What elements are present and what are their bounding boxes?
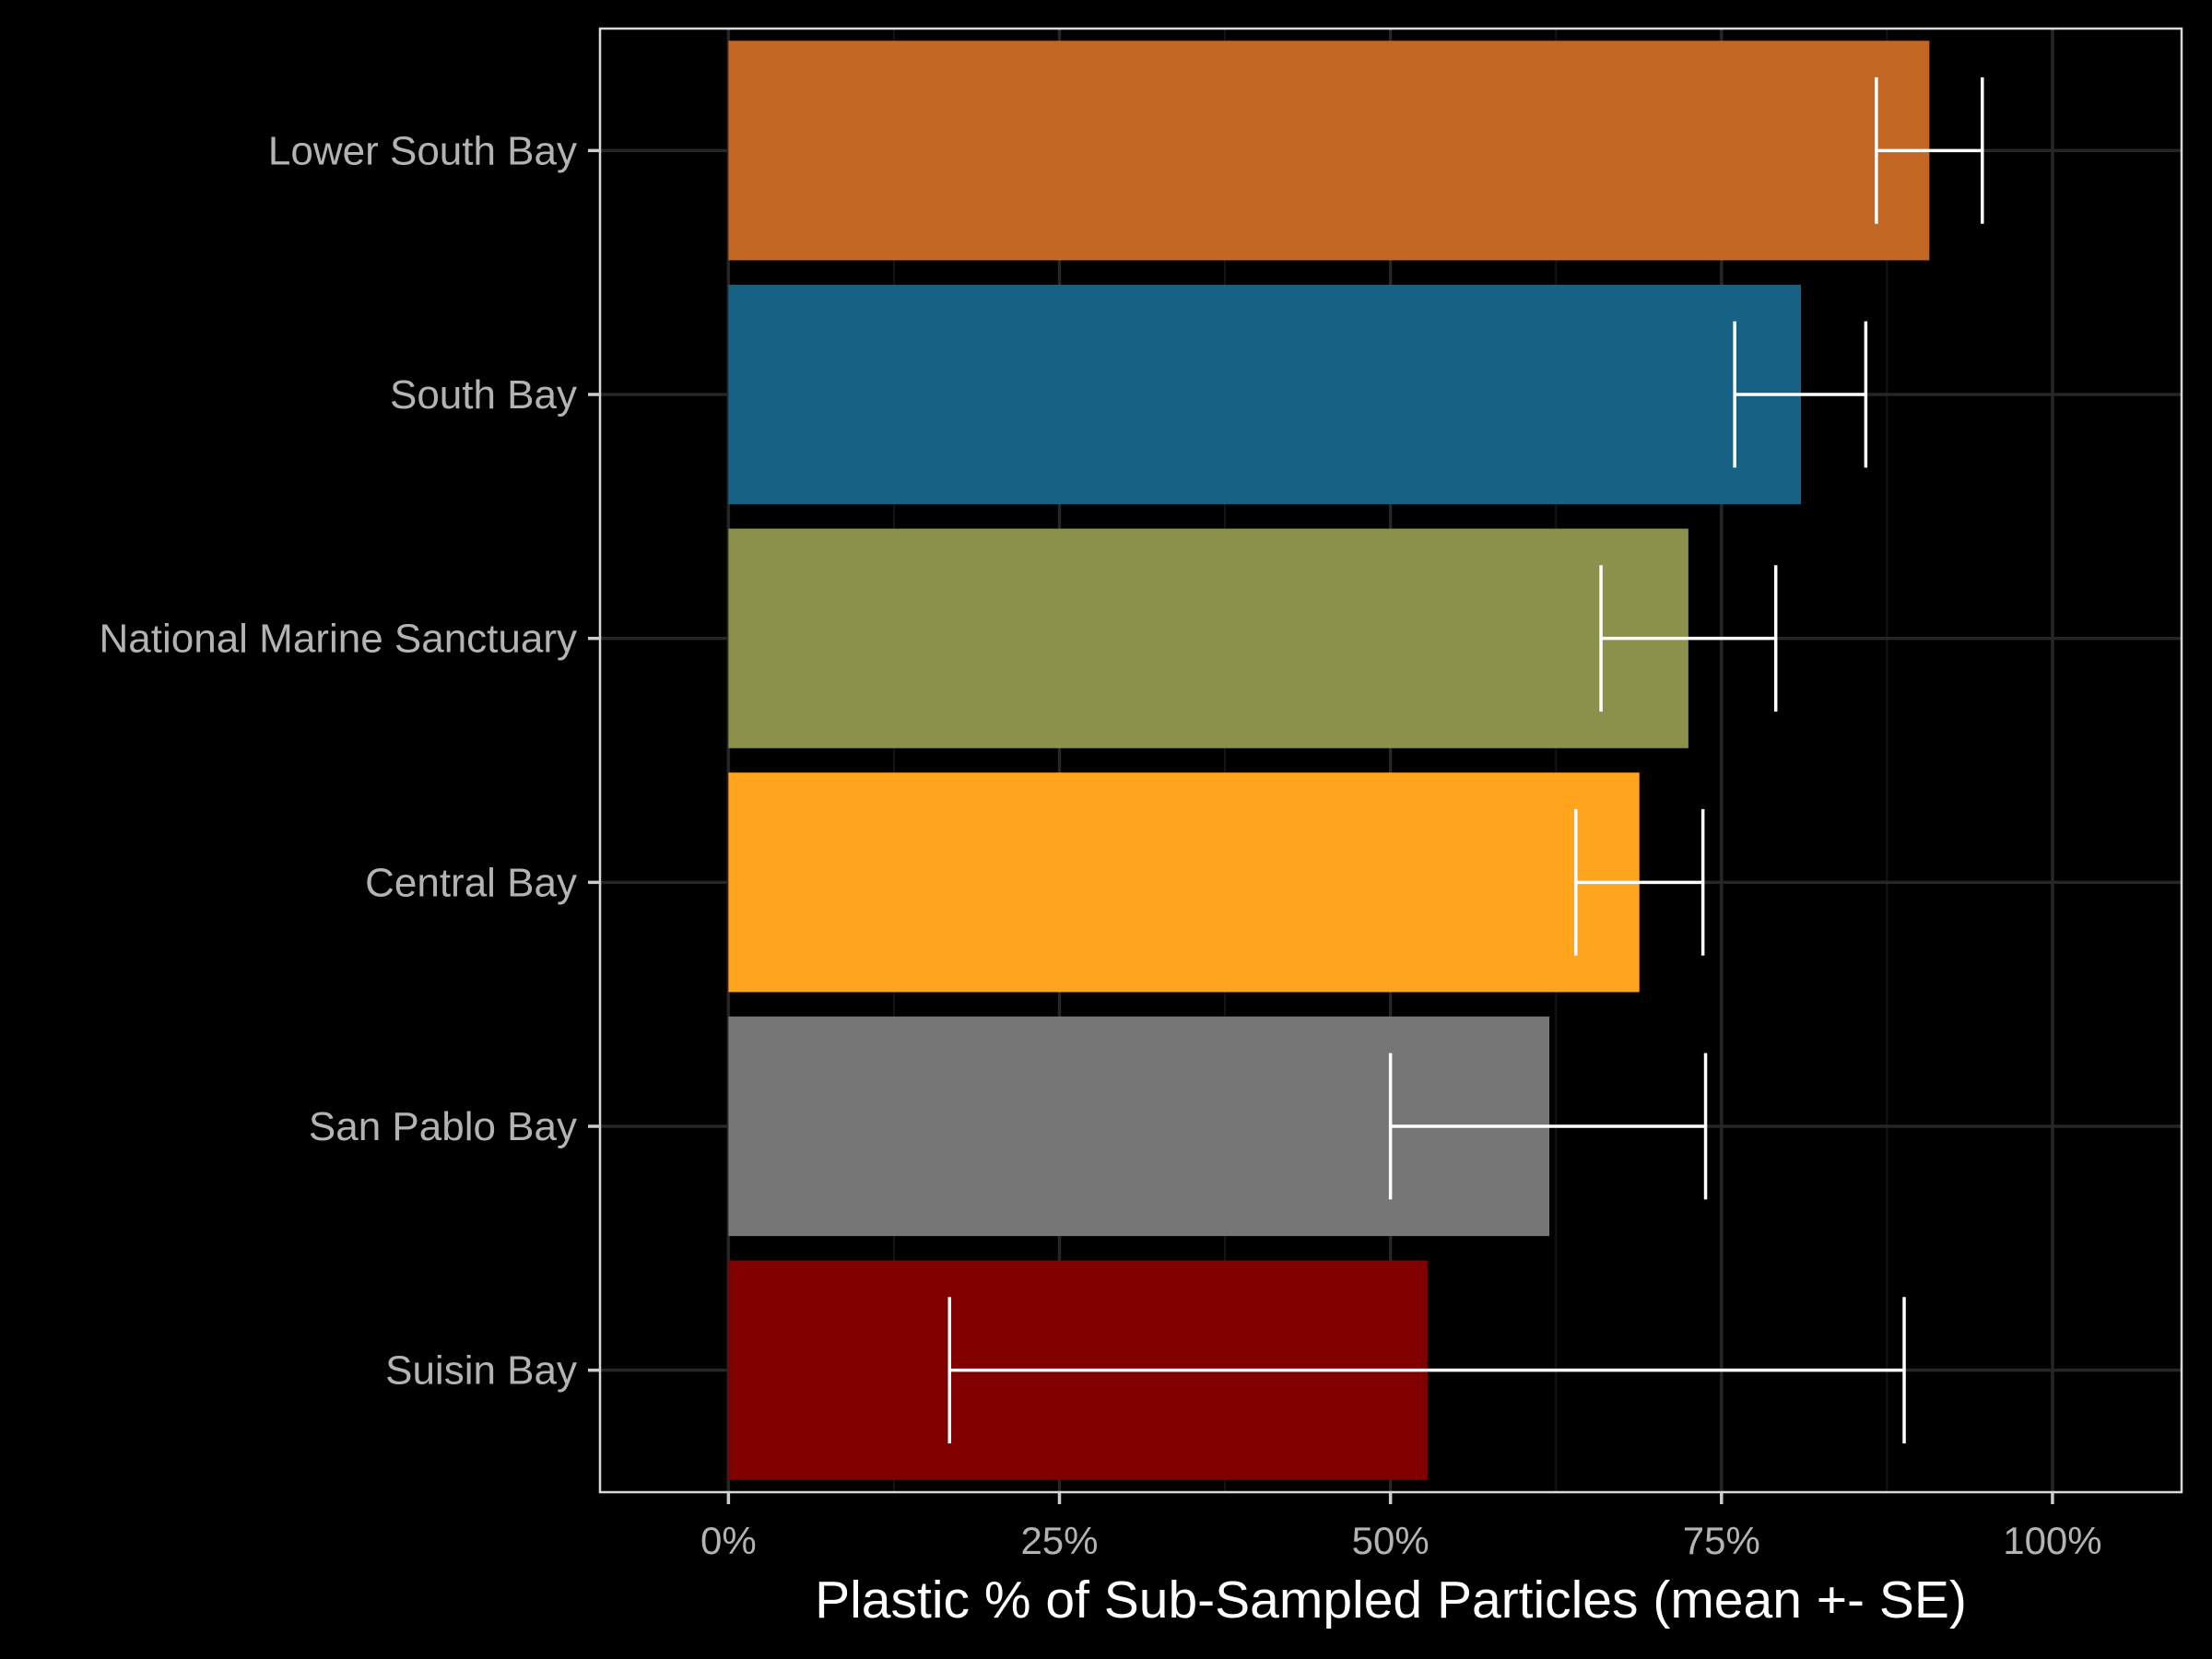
error-bar	[1599, 565, 1778, 712]
category-label: San Pablo Bay	[309, 1104, 577, 1149]
bar	[728, 772, 1640, 993]
error-bar	[1388, 1053, 1708, 1200]
bar	[728, 528, 1688, 748]
bar	[728, 284, 1801, 505]
x-tick-label: 0%	[700, 1519, 757, 1562]
category-label: Lower South Bay	[268, 128, 577, 173]
x-axis-title: Plastic % of Sub-Sampled Particles (mean…	[815, 1571, 1967, 1630]
y-axis: Lower South Bay South Bay National Marine …	[100, 128, 600, 1394]
category-label: National Marine Sanctuary	[100, 617, 577, 662]
error-bar	[1733, 321, 1868, 468]
x-tick-label: 25%	[1020, 1519, 1098, 1562]
category-label: Central Bay	[365, 860, 577, 905]
x-tick-label: 50%	[1352, 1519, 1430, 1562]
category-label: South Bay	[390, 372, 577, 418]
x-axis: 0% 25% 50% 75% 100%	[700, 1492, 2102, 1562]
error-bar	[947, 1297, 1906, 1444]
x-tick-label: 100%	[2003, 1519, 2101, 1562]
error-bars	[947, 76, 1984, 1444]
bars	[728, 41, 1930, 1480]
x-tick-label: 75%	[1683, 1519, 1760, 1562]
bar	[728, 41, 1930, 261]
error-bar	[1875, 76, 1984, 224]
error-bar	[1574, 808, 1705, 956]
category-label: Suisin Bay	[385, 1348, 577, 1394]
